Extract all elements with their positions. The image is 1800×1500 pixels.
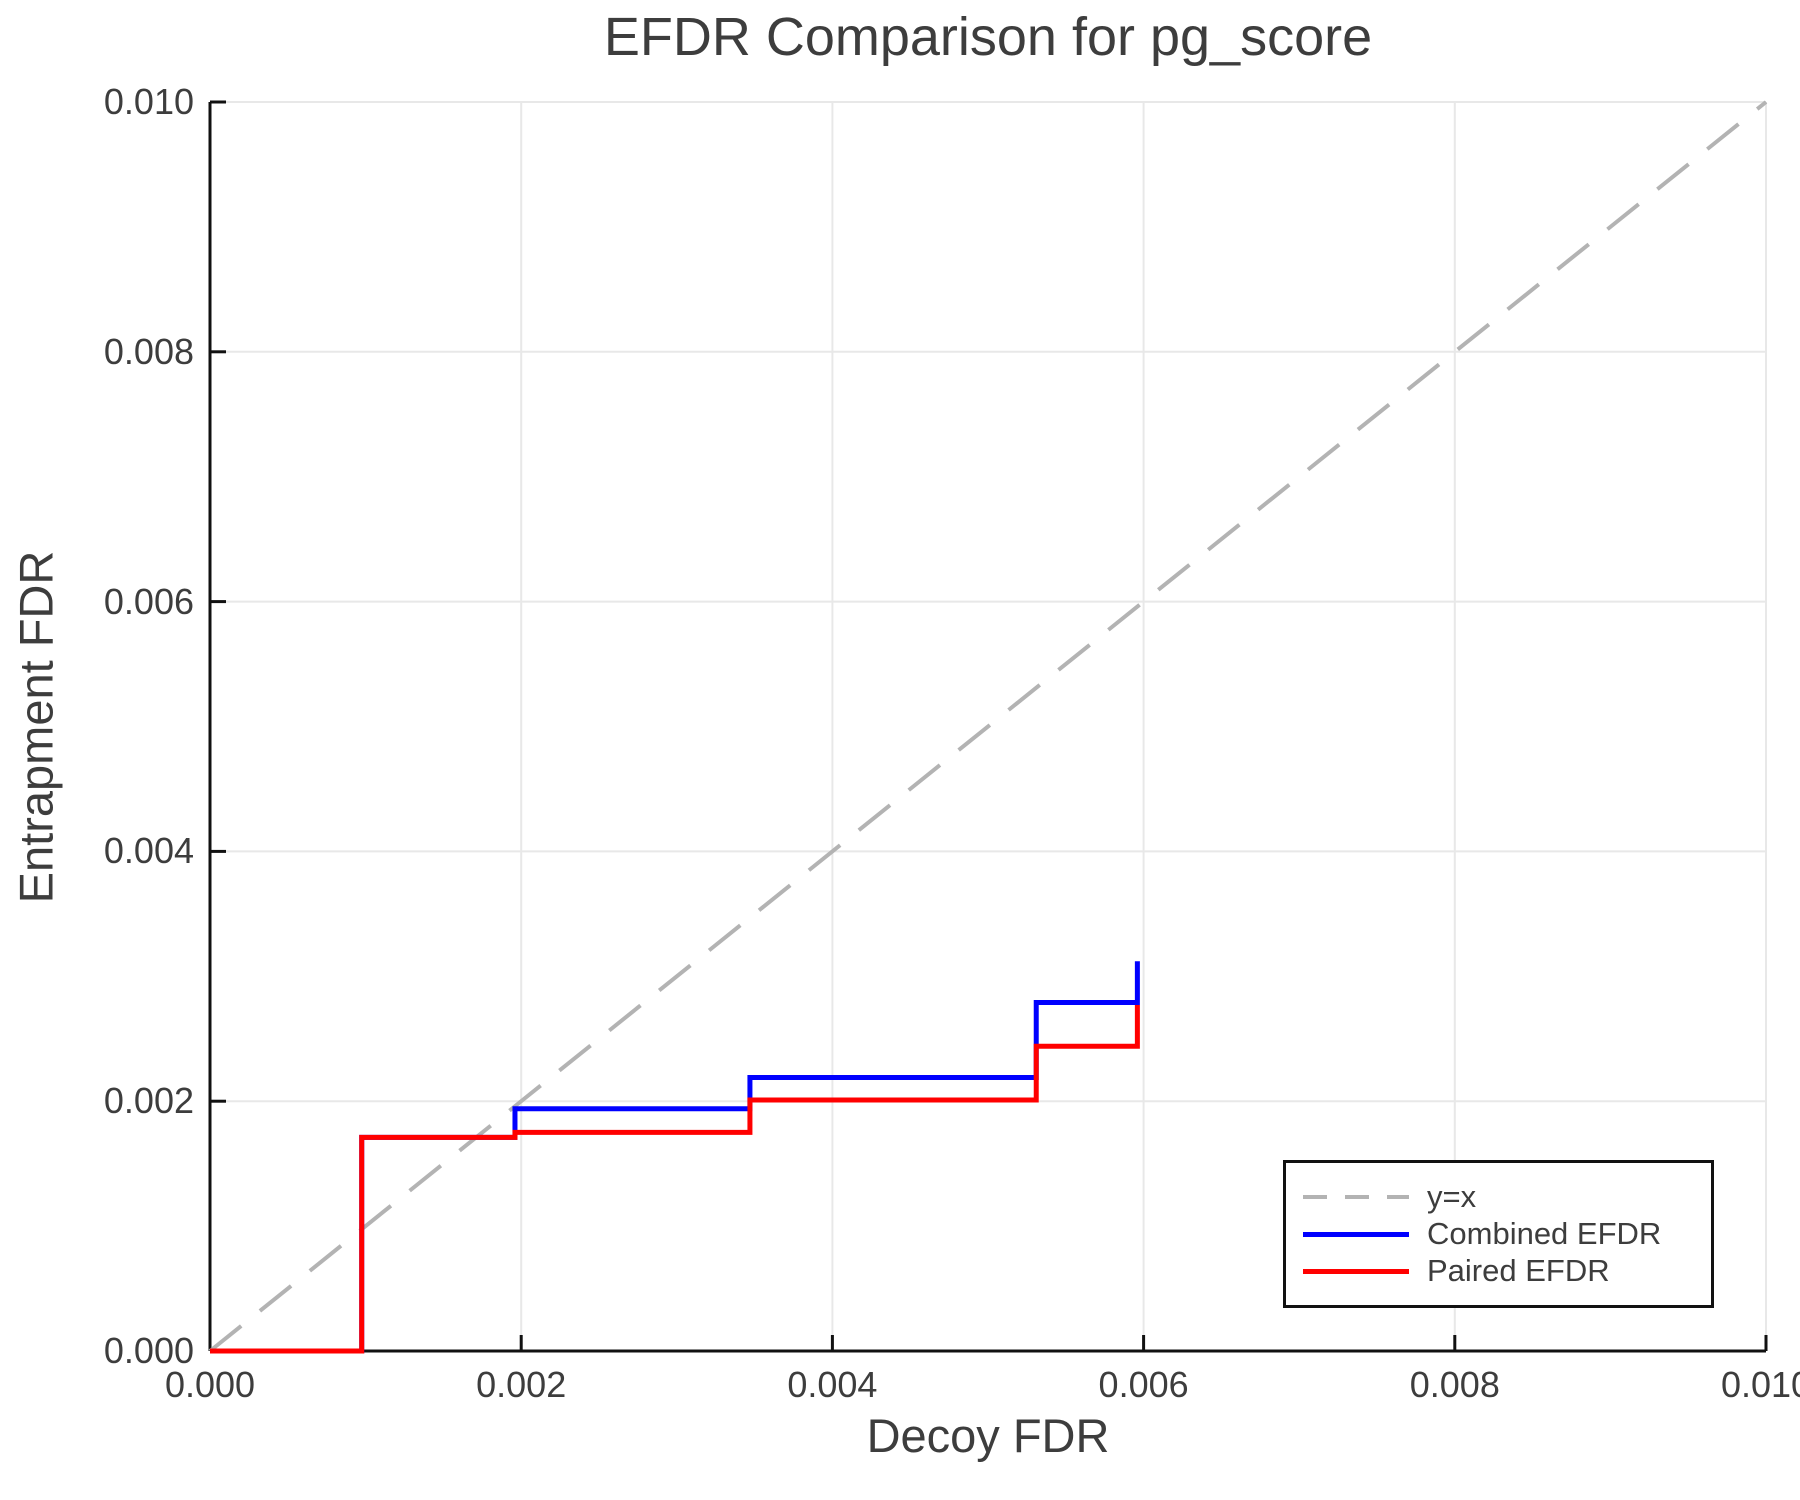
- series-line-combined-efdr: [210, 961, 1140, 1354]
- legend-row: y=x: [1286, 1179, 1711, 1216]
- x-tick-label: 0.006: [1098, 1364, 1189, 1405]
- legend-line-sample: [1303, 1195, 1409, 1199]
- series-line-y-x: [208, 100, 1768, 1353]
- legend-line-sample: [1303, 1268, 1409, 1274]
- x-tick-label: 0.002: [476, 1364, 567, 1405]
- x-tick-label: 0.008: [1409, 1364, 1500, 1405]
- legend-label: Combined EFDR: [1427, 1216, 1662, 1251]
- x-tick-label: 0.010: [1720, 1364, 1800, 1405]
- chart-title: EFDR Comparison for pg_score: [603, 7, 1373, 67]
- legend-label: Paired EFDR: [1427, 1253, 1610, 1288]
- legend-row: Combined EFDR: [1286, 1216, 1711, 1253]
- series-line-paired-efdr: [210, 1005, 1140, 1354]
- x-tick-label: 0.004: [787, 1364, 878, 1405]
- plot-area: [208, 100, 1768, 1354]
- x-axis-label: Decoy FDR: [866, 1409, 1110, 1462]
- y-tick-label: 0.010: [103, 81, 194, 122]
- legend-line-sample: [1303, 1231, 1409, 1237]
- y-tick-label: 0.006: [103, 580, 194, 622]
- x-tick-label: 0.000: [164, 1364, 256, 1405]
- legend-row: Paired EFDR: [1286, 1253, 1711, 1290]
- y-tick-label: 0.002: [103, 1080, 194, 1122]
- y-tick-label: 0.008: [103, 330, 194, 372]
- legend-label: y=x: [1427, 1179, 1477, 1214]
- legend: y=x Combined EFDR Paired EFDR: [1283, 1160, 1714, 1308]
- y-tick-label: 0.000: [103, 1330, 194, 1371]
- y-tick-label: 0.004: [103, 830, 194, 872]
